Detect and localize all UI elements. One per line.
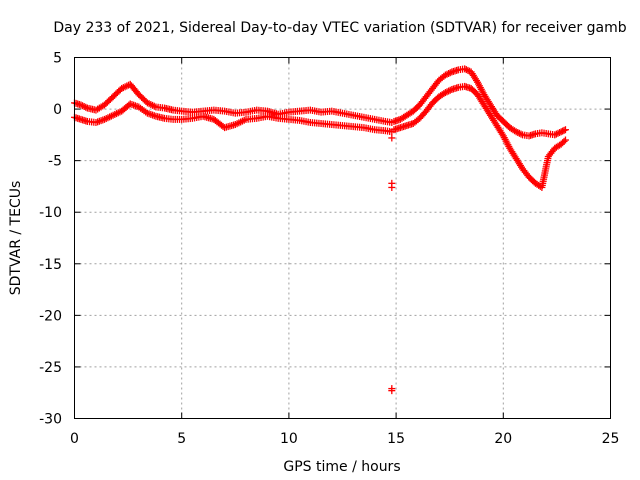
y-tick-label: -15 (39, 257, 62, 273)
data-point-track-afternoon-upper (445, 69, 453, 77)
data-point-track-afternoon-upper (552, 130, 560, 138)
data-point-track-afternoon-upper (443, 70, 451, 78)
data-point-track-afternoon-upper (561, 126, 569, 134)
data-point-track-upper (77, 101, 85, 109)
y-axis-label: SDTVAR / TECUs (8, 181, 24, 296)
data-point-track-afternoon-lower (441, 89, 449, 97)
x-axis-label: GPS time / hours (283, 459, 400, 475)
y-tick-label: -5 (48, 154, 62, 170)
axis-ticks (74, 57, 611, 419)
data-point-track-afternoon-upper (517, 130, 525, 138)
data-point-track-afternoon-upper (441, 71, 449, 79)
data-point-track-afternoon-lower (445, 87, 453, 95)
data-point-track-afternoon-lower (443, 88, 451, 96)
x-tick-label: 15 (387, 431, 405, 447)
data-point-track-afternoon-upper (556, 129, 564, 137)
data-point-track-afternoon-upper (462, 66, 470, 74)
chart-title: Day 233 of 2021, Sidereal Day-to-day VTE… (53, 20, 626, 36)
x-tick-label: 5 (177, 431, 186, 447)
data-point-track-afternoon-lower (446, 86, 454, 94)
y-tick-label: -10 (39, 205, 62, 221)
data-point-track-afternoon-upper (515, 129, 523, 137)
data-point-track-afternoon-upper (461, 65, 469, 73)
data-point-track-afternoon-upper (446, 69, 454, 77)
x-tick-label: 20 (494, 431, 512, 447)
data-point-track-afternoon-lower (561, 136, 569, 144)
y-tick-label: 5 (53, 51, 62, 67)
y-tick-label: -30 (39, 412, 62, 428)
data-marks (71, 65, 569, 395)
y-tick-label: 0 (53, 102, 62, 118)
data-point-track-upper (79, 102, 87, 110)
x-tick-label: 25 (602, 431, 620, 447)
y-tick-label: -20 (39, 308, 62, 324)
data-point-track-upper (82, 103, 90, 111)
data-point-track-afternoon-lower (560, 137, 568, 145)
data-point-outliers (388, 183, 396, 191)
data-point-track-afternoon-upper (464, 66, 472, 74)
x-tick-labels: 0 5 10 15 20 25 (70, 431, 619, 447)
y-tick-label: -25 (39, 360, 62, 376)
x-tick-label: 0 (70, 431, 79, 447)
plot-frame (74, 57, 611, 419)
data-point-track-afternoon-upper (551, 131, 559, 139)
y-tick-labels: 5 0 -5 -10 -15 -20 -25 -30 (39, 51, 62, 428)
data-point-track-afternoon-upper (554, 129, 562, 137)
data-point-outliers (388, 134, 396, 142)
data-point-track-afternoon-upper (514, 129, 522, 137)
data-point-track-afternoon-upper (560, 126, 568, 134)
data-point-track-afternoon-upper (512, 128, 520, 136)
data-point-outliers (388, 387, 396, 395)
x-tick-label: 10 (280, 431, 298, 447)
data-point-track-upper (80, 102, 88, 110)
